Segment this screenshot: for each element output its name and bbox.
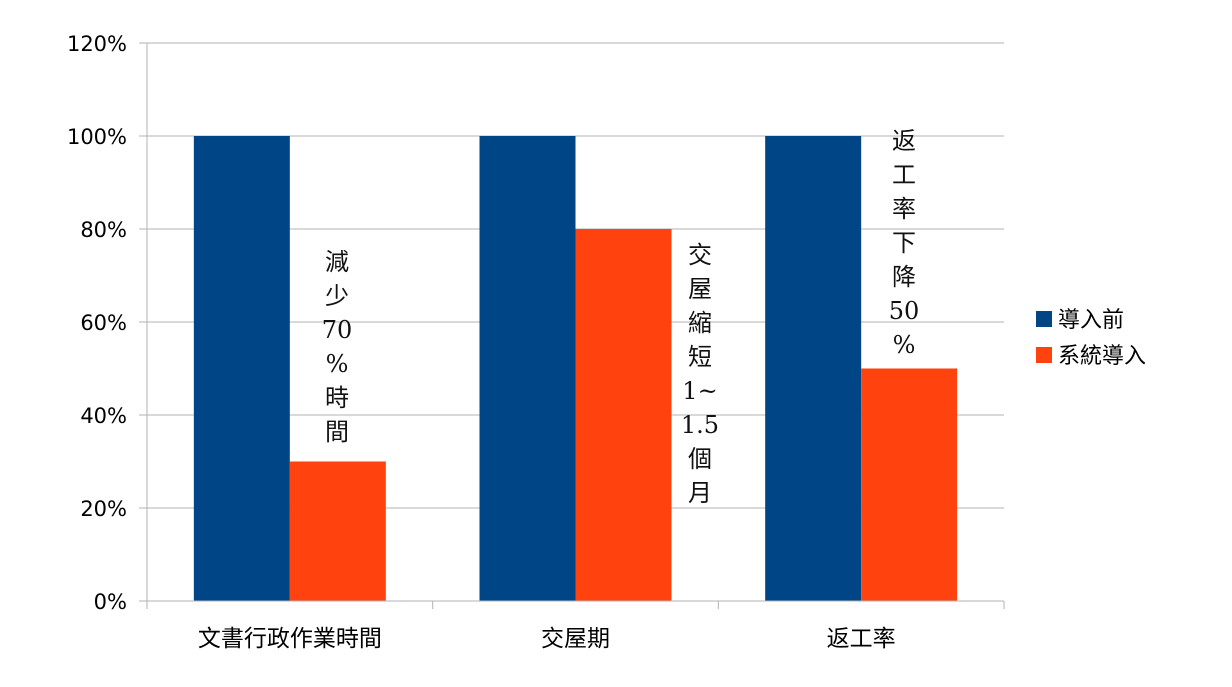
annotation-line: % bbox=[326, 350, 349, 378]
bar-before-2 bbox=[765, 136, 862, 601]
legend-label: 系統導入 bbox=[1058, 344, 1146, 369]
x-category-label: 交屋期 bbox=[541, 626, 610, 652]
legend-swatch bbox=[1036, 311, 1052, 327]
y-tick-label: 0% bbox=[94, 590, 127, 614]
y-tick-label: 40% bbox=[80, 404, 127, 428]
annotation-text: 返工率下降 50% bbox=[889, 127, 920, 359]
annotation-line: 下 bbox=[892, 229, 916, 257]
x-category-label: 返工率 bbox=[827, 626, 896, 652]
annotation-text: 減少 70 % 時間 bbox=[322, 248, 353, 446]
annotation-line: 少 bbox=[325, 282, 349, 310]
annotation-line: 屋 bbox=[688, 275, 712, 303]
annotation-line: 間 bbox=[325, 418, 349, 446]
y-tick-label: 60% bbox=[80, 311, 127, 335]
annotation-line: 降 bbox=[892, 263, 916, 291]
legend-swatch bbox=[1036, 347, 1052, 363]
annotation-line: 短 bbox=[688, 343, 712, 371]
annotations: 減少 70 % 時間 交屋縮短 1~ 1.5 個月 返工率下降 50% bbox=[322, 127, 920, 507]
annotation-line: 1.5 bbox=[681, 411, 719, 439]
bar-before-0 bbox=[193, 136, 290, 601]
annotation-text: 交屋縮短 1~ 1.5 個月 bbox=[681, 241, 719, 507]
annotation-line: 減 bbox=[325, 248, 349, 276]
y-tick-label: 80% bbox=[80, 218, 127, 242]
annotation-line: 工 bbox=[892, 161, 916, 189]
bar-before-1 bbox=[479, 136, 576, 601]
bar-after-0 bbox=[289, 461, 386, 601]
annotation-line: % bbox=[893, 331, 916, 359]
bar-after-1 bbox=[575, 229, 672, 601]
annotation-line: 月 bbox=[688, 479, 712, 507]
annotation-line: 70 bbox=[322, 316, 353, 344]
y-tick-label: 100% bbox=[67, 125, 127, 149]
y-tick-label: 120% bbox=[67, 32, 127, 56]
axes: 0% 20% 40% 60% 80% 100% 120% 文書行政作業時間 交屋期 返工率 bbox=[67, 32, 1005, 652]
legend-label: 導入前 bbox=[1058, 308, 1124, 333]
annotation-line: 率 bbox=[892, 195, 916, 223]
annotation-line: 個 bbox=[688, 445, 712, 473]
y-tick-label: 20% bbox=[80, 497, 127, 521]
annotation-line: 時 bbox=[325, 384, 349, 412]
annotation-line: 縮 bbox=[688, 309, 712, 337]
annotation-line: 1~ bbox=[682, 377, 717, 405]
annotation-line: 返 bbox=[892, 127, 916, 155]
bars bbox=[193, 136, 958, 601]
annotation-line: 交 bbox=[688, 241, 712, 269]
bar-after-2 bbox=[861, 368, 958, 601]
x-category-label: 文書行政作業時間 bbox=[198, 626, 382, 652]
annotation-line: 50 bbox=[889, 297, 920, 325]
